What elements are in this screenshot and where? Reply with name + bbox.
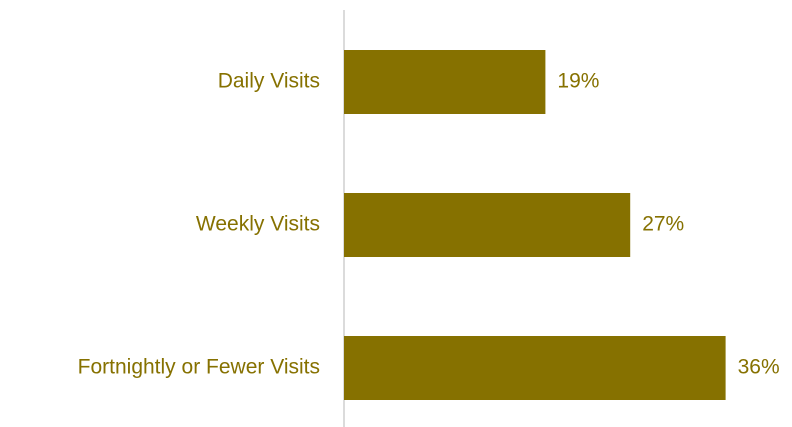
value-label: 36%: [738, 356, 780, 379]
bar: [344, 193, 631, 257]
value-label: 27%: [642, 213, 684, 236]
value-label: 19%: [557, 70, 599, 93]
category-label: Weekly Visits: [196, 213, 320, 236]
bar: [344, 336, 726, 400]
category-label: Daily Visits: [218, 70, 320, 93]
bar: [344, 50, 546, 114]
category-label: Fortnightly or Fewer Visits: [78, 356, 320, 379]
